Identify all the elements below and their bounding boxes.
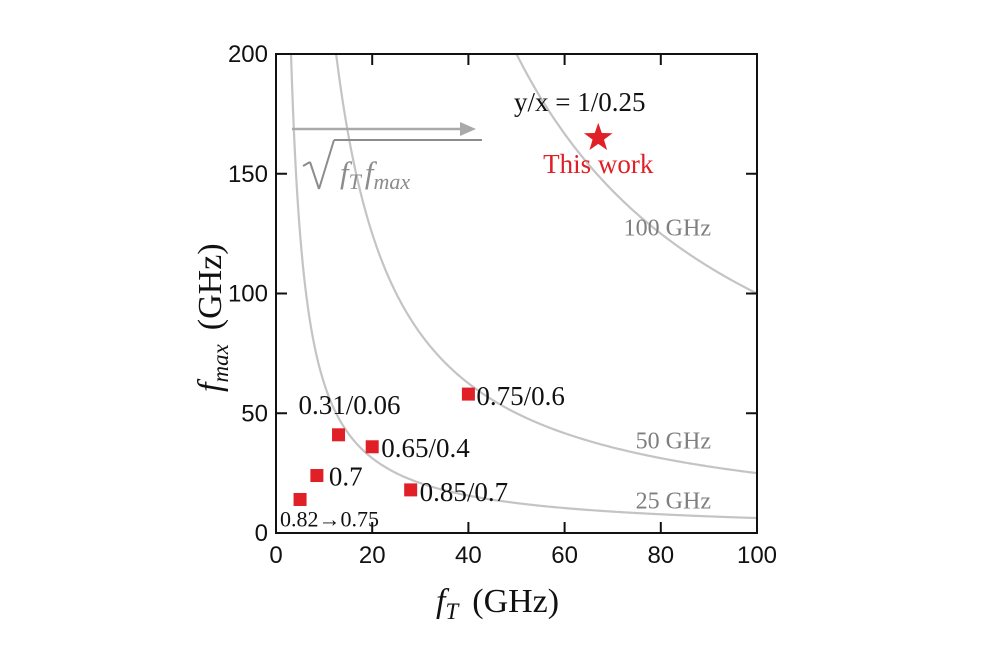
y-tick-label: 150	[228, 161, 268, 188]
data-point	[404, 483, 418, 497]
this-work-star	[584, 122, 613, 150]
y-axis-label-sub: max	[208, 343, 233, 382]
this-work-label: This work	[543, 149, 654, 179]
axis-ticks: 0 20 40 60 80 100 0 50 100 150 200	[228, 41, 777, 569]
x-axis-label-unit: (GHz)	[472, 583, 559, 620]
x-tick-label: 0	[269, 542, 282, 569]
ratio-annotation: y/x = 1/0.25	[514, 87, 645, 117]
x-tick-label: 60	[551, 542, 578, 569]
contour-50	[335, 54, 757, 475]
data-point-label: 0.7	[329, 462, 363, 492]
x-tick-label: 40	[455, 542, 482, 569]
this-work-group: This work	[543, 122, 654, 179]
y-tick-label: 50	[241, 400, 268, 427]
data-point	[293, 492, 307, 506]
data-point-label: 0.31/0.06	[299, 390, 401, 420]
y-axis-label: fmax(GHz)	[192, 243, 233, 392]
y-tick-label: 100	[228, 281, 268, 308]
contour-label-25: 25 GHz	[636, 488, 711, 514]
contour-25	[289, 54, 757, 520]
data-points: 0.82→0.75 0.7 0.31/0.06 0.65/0.4 0.85/0.7 0.7…	[280, 381, 565, 531]
contour-label-100: 100 GHz	[624, 215, 711, 241]
contour-label-50: 50 GHz	[636, 429, 711, 455]
y-tick-label: 0	[255, 520, 268, 547]
x-tick-label: 100	[737, 542, 777, 569]
contour-labels: 25 GHz 50 GHz 100 GHz	[624, 215, 711, 514]
y-tick-label: 200	[228, 41, 268, 68]
x-axis-label: fT (GHz)	[436, 583, 559, 624]
x-axis-label-sub: T	[445, 599, 460, 624]
data-point-label: 0.85/0.7	[420, 477, 509, 507]
data-point-label: 0.82→0.75	[280, 506, 379, 531]
data-point-label: 0.75/0.6	[476, 381, 565, 411]
arrow-label-sub1: T	[349, 169, 363, 194]
x-tick-label: 20	[359, 542, 386, 569]
data-point-label: 0.65/0.4	[381, 433, 470, 463]
data-point	[461, 387, 475, 401]
data-point	[332, 428, 346, 442]
x-tick-label: 80	[647, 542, 674, 569]
data-point	[365, 440, 379, 454]
contour-curves	[289, 54, 757, 520]
contour-100	[515, 54, 757, 295]
data-point	[310, 469, 324, 483]
y-axis-label-unit: (GHz)	[192, 243, 229, 330]
arrow-label-sub2: max	[374, 169, 411, 194]
